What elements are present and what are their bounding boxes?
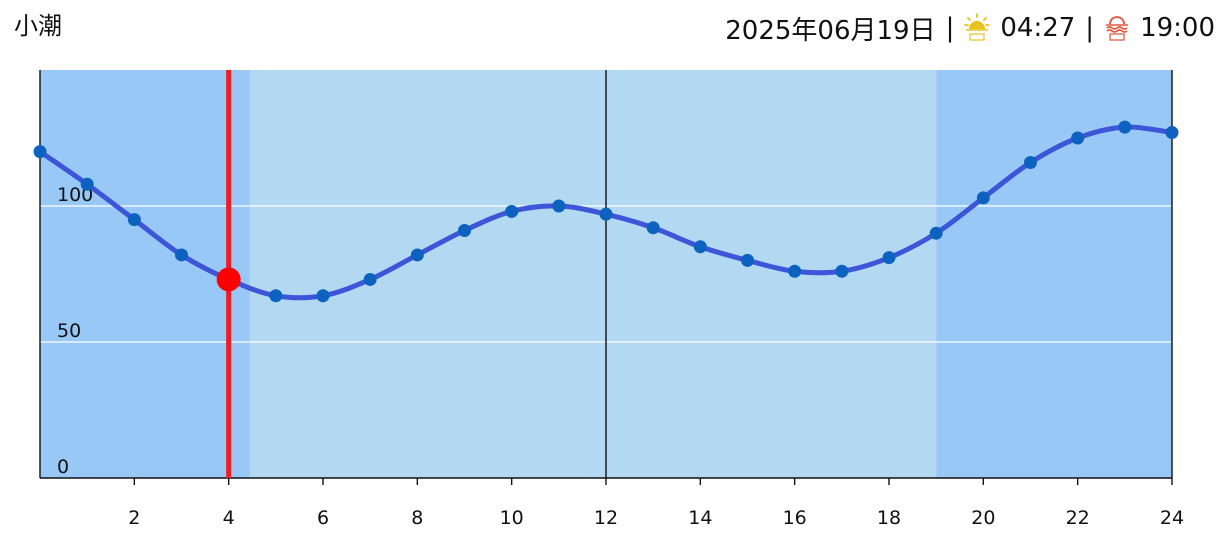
tide-point [1071, 131, 1085, 145]
tide-point [599, 207, 613, 221]
sunrise-time: 04:27 [1000, 13, 1076, 43]
tide-point [835, 264, 849, 278]
tide-point [1024, 155, 1037, 169]
tide-point [127, 213, 141, 227]
tide-point [316, 289, 330, 303]
tide-point [882, 251, 896, 265]
tide-point [976, 191, 990, 205]
tide-point [269, 289, 283, 303]
sunset-icon [1104, 13, 1130, 43]
x-tick-label: 14 [688, 507, 712, 529]
tide-point [646, 221, 660, 235]
x-tick-label: 24 [1160, 507, 1184, 529]
x-tick-label: 20 [971, 507, 995, 529]
x-tick-label: 4 [223, 507, 235, 529]
tide-point [1118, 120, 1132, 134]
tide-point [33, 145, 47, 159]
x-tick-label: 8 [411, 507, 423, 529]
current-time-group [216, 70, 241, 478]
sunset-time: 19:00 [1140, 13, 1215, 43]
tide-point [788, 264, 802, 278]
x-tick-label: 12 [594, 507, 618, 529]
tide-point [693, 240, 707, 254]
tide-point [458, 223, 471, 237]
date-label: 2025年06月19日 [725, 15, 936, 46]
tide-type-label: 小潮 [14, 12, 62, 40]
x-tick-label: 10 [500, 507, 524, 529]
y-tick-label: 50 [57, 320, 81, 342]
tide-point [505, 204, 519, 218]
x-tick-label: 18 [877, 507, 901, 529]
tide-point [741, 253, 754, 267]
separator: | [1085, 13, 1095, 43]
separator: | [945, 13, 955, 43]
x-tick-label: 2 [128, 507, 140, 529]
tide-point [410, 248, 424, 262]
x-tick-label: 16 [783, 507, 807, 529]
current-time-marker [216, 267, 241, 292]
tide-point [80, 177, 94, 191]
tide-point [552, 199, 566, 213]
y-tick-label: 0 [57, 456, 69, 478]
x-tick-label: 6 [317, 507, 329, 529]
x-tick-label: 22 [1066, 507, 1090, 529]
x-tick-labels: 2 4 6 8 10 12 14 16 18 20 22 24 [128, 507, 1184, 529]
night-band-evening [936, 70, 1172, 478]
tide-point [929, 226, 943, 240]
sunrise-icon [964, 13, 991, 43]
tide-point [363, 272, 377, 286]
tide-point [1165, 126, 1179, 140]
sun-info-header: 2025年06月19日 | 04:27 | 19: [725, 10, 1215, 46]
tide-point [175, 248, 188, 262]
